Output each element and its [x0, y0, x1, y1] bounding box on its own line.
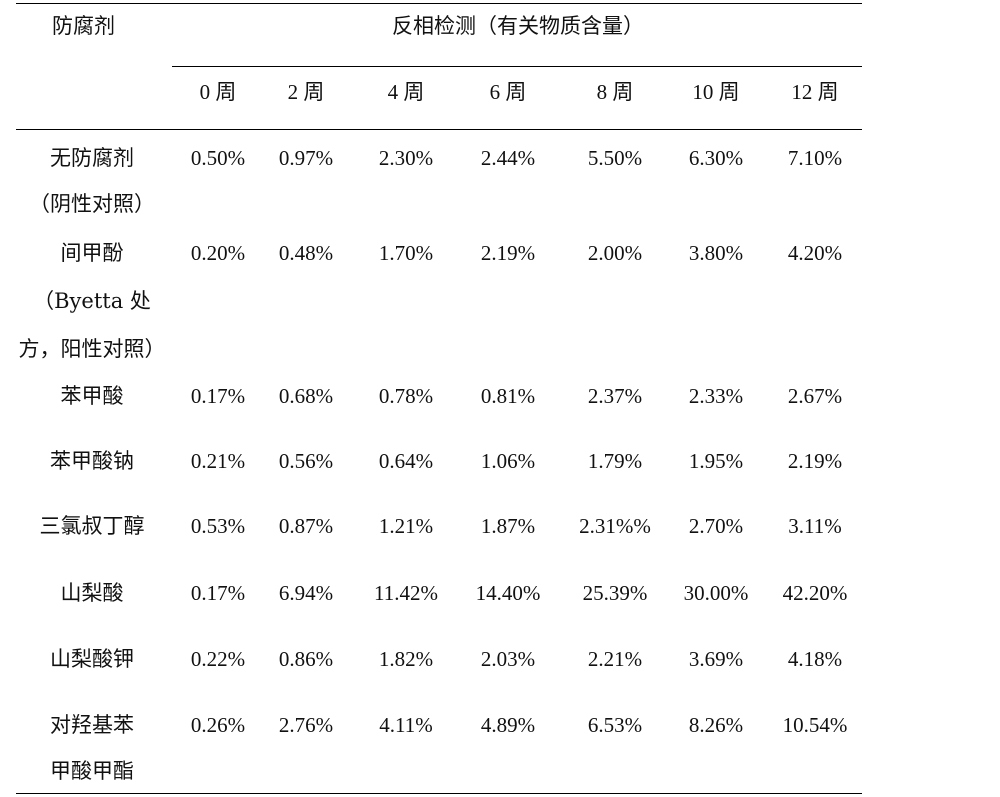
row-label-line: 山梨酸钾 [50, 647, 134, 671]
header-week: 12 周 [791, 80, 839, 104]
table-cell: 0.53% [190, 514, 246, 538]
header-week: 10 周 [692, 80, 740, 104]
table-cell: 2.70% [688, 514, 744, 538]
table-cell: 3.11% [788, 514, 842, 538]
table-cell: 0.64% [378, 449, 434, 473]
table-cell: 1.79% [587, 449, 643, 473]
table-cell: 2.03% [480, 647, 536, 671]
row-label-line: 间甲酚 [60, 241, 124, 265]
table-cell: 30.00% [683, 581, 749, 605]
table-cell: 25.39% [582, 581, 648, 605]
table-cell: 0.97% [278, 146, 334, 170]
header-week: 2 周 [287, 80, 325, 104]
table-cell: 2.76% [278, 713, 334, 737]
header-week: 0 周 [199, 80, 237, 104]
row-label-line: 苯甲酸 [60, 384, 124, 408]
row-label-line: 苯甲酸钠 [50, 449, 134, 473]
table-cell: 5.50% [587, 146, 643, 170]
header-bottom-rule [16, 129, 862, 130]
table-cell: 2.67% [787, 384, 843, 408]
table-cell: 2.21% [587, 647, 643, 671]
table-cell: 1.70% [378, 241, 434, 265]
row-label-line: （阴性对照） [29, 192, 155, 216]
table-cell: 4.89% [480, 713, 536, 737]
table-cell: 0.68% [278, 384, 334, 408]
group-underline-rule [172, 66, 862, 67]
table-cell: 4.18% [787, 647, 843, 671]
table-cell: 0.81% [480, 384, 536, 408]
table-cell: 6.94% [278, 581, 334, 605]
table-cell: 6.30% [688, 146, 744, 170]
table-cell: 4.11% [379, 713, 433, 737]
table-cell: 0.78% [378, 384, 434, 408]
table-cell: 2.33% [688, 384, 744, 408]
table-cell: 0.50% [190, 146, 246, 170]
row-label-line: 对羟基苯 [50, 713, 134, 737]
table-cell: 1.95% [688, 449, 744, 473]
table-cell: 2.44% [480, 146, 536, 170]
row-label-line: （Byetta 处 [33, 289, 151, 313]
row-label-line: 三氯叔丁醇 [39, 514, 145, 538]
table-cell: 10.54% [782, 713, 848, 737]
row-label-line: 无防腐剂 [50, 146, 134, 170]
table-cell: 11.42% [374, 581, 438, 605]
header-week: 8 周 [596, 80, 634, 104]
header-group-title: 反相检测（有关物质含量） [392, 14, 644, 38]
table-cell: 3.69% [688, 647, 744, 671]
row-label-line: 甲酸甲酯 [50, 759, 134, 783]
header-week: 4 周 [387, 80, 425, 104]
table-cell: 2.19% [787, 449, 843, 473]
table-cell: 0.22% [190, 647, 246, 671]
table-cell: 2.30% [378, 146, 434, 170]
table-cell: 0.21% [190, 449, 246, 473]
table-cell: 0.56% [278, 449, 334, 473]
table-cell: 2.19% [480, 241, 536, 265]
table-cell: 0.17% [190, 384, 246, 408]
bottom-rule [16, 793, 862, 794]
table-cell: 4.20% [787, 241, 843, 265]
table-cell: 6.53% [587, 713, 643, 737]
table-cell: 0.26% [190, 713, 246, 737]
table-cell: 2.31%% [579, 514, 651, 538]
table-cell: 42.20% [782, 581, 848, 605]
table-cell: 1.87% [480, 514, 536, 538]
table-cell: 0.48% [278, 241, 334, 265]
table-cell: 8.26% [688, 713, 744, 737]
table-cell: 1.82% [378, 647, 434, 671]
table-cell: 0.20% [190, 241, 246, 265]
table-cell: 0.17% [190, 581, 246, 605]
header-preservative: 防腐剂 [52, 14, 115, 38]
table-cell: 3.80% [688, 241, 744, 265]
table-cell: 1.21% [378, 514, 434, 538]
table-cell: 0.86% [278, 647, 334, 671]
header-week: 6 周 [489, 80, 527, 104]
row-label-line: 山梨酸 [60, 581, 124, 605]
table-cell: 7.10% [787, 146, 843, 170]
table-cell: 2.37% [587, 384, 643, 408]
top-rule [16, 3, 862, 4]
row-label-line: 方，阳性对照） [18, 337, 166, 361]
table-cell: 1.06% [480, 449, 536, 473]
table-cell: 2.00% [587, 241, 643, 265]
table-cell: 0.87% [278, 514, 334, 538]
table-cell: 14.40% [475, 581, 541, 605]
